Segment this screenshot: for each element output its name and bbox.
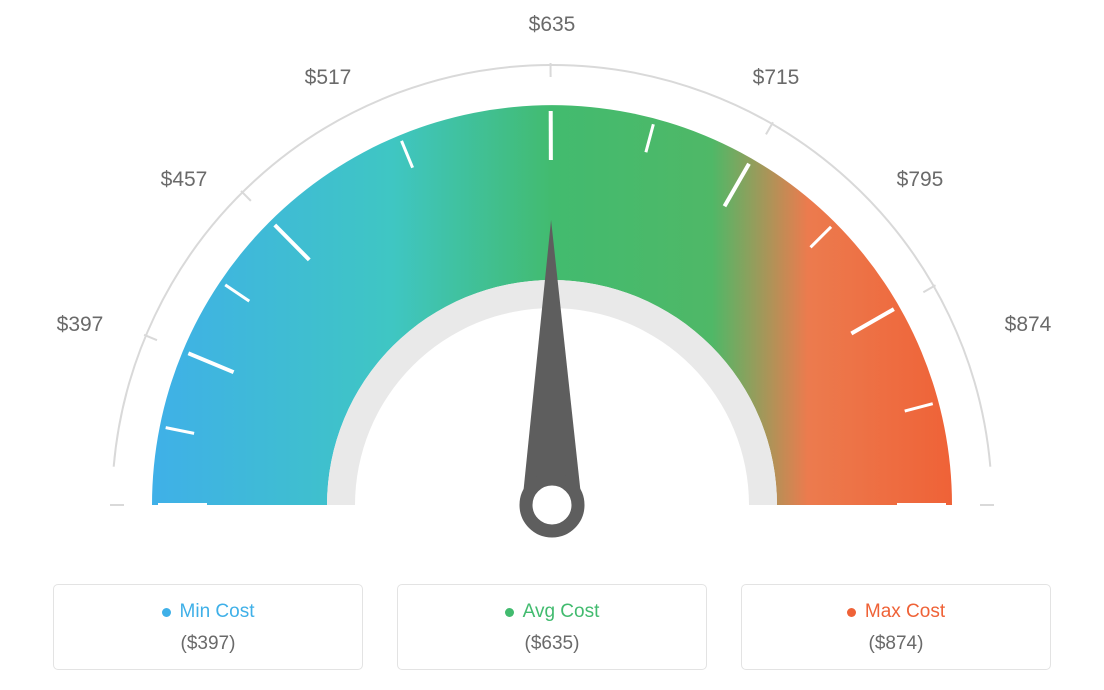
legend-title-text: Avg Cost bbox=[523, 601, 600, 623]
gauge-tick-label: $635 bbox=[529, 13, 576, 37]
gauge-tick-label: $397 bbox=[57, 313, 104, 337]
legend-title-text: Max Cost bbox=[865, 601, 945, 623]
dot-icon bbox=[505, 608, 514, 617]
gauge-tick-label: $517 bbox=[305, 66, 352, 90]
dot-icon bbox=[847, 608, 856, 617]
legend-value-avg: ($635) bbox=[408, 633, 696, 655]
legend-title-max: Max Cost bbox=[847, 601, 945, 623]
legend-card-max: Max Cost ($874) bbox=[741, 584, 1051, 670]
legend-card-min: Min Cost ($397) bbox=[53, 584, 363, 670]
legend-title-avg: Avg Cost bbox=[505, 601, 600, 623]
gauge-tick-label: $457 bbox=[161, 168, 208, 192]
gauge-tick-label: $715 bbox=[753, 66, 800, 90]
legend-row: Min Cost ($397) Avg Cost ($635) Max Cost… bbox=[0, 584, 1104, 670]
legend-title-min: Min Cost bbox=[162, 601, 255, 623]
legend-card-avg: Avg Cost ($635) bbox=[397, 584, 707, 670]
gauge-chart: $397 $457 $517 $635 $715 $795 $874 bbox=[0, 0, 1104, 560]
gauge-svg bbox=[0, 0, 1104, 560]
dot-icon bbox=[162, 608, 171, 617]
legend-value-min: ($397) bbox=[64, 633, 352, 655]
gauge-tick-label: $874 bbox=[1005, 313, 1052, 337]
legend-value-max: ($874) bbox=[752, 633, 1040, 655]
legend-title-text: Min Cost bbox=[180, 601, 255, 623]
gauge-tick-label: $795 bbox=[897, 168, 944, 192]
